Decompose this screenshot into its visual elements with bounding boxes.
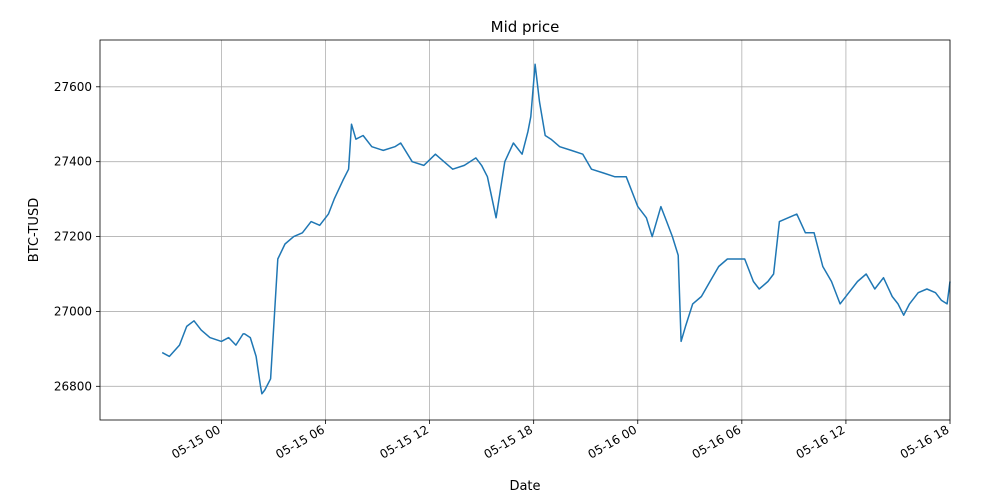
y-tick-label: 27000 [54,304,92,318]
y-tick-label: 27400 [54,155,92,169]
y-tick-label: 27200 [54,230,92,244]
x-tick-label: 05-16 12 [794,422,848,461]
x-axis: 05-15 00 05-15 06 05-15 12 05-15 18 05-16 00… [169,420,952,462]
x-axis-label: Date [509,479,540,494]
x-tick-label: 05-15 00 [169,422,223,461]
x-tick-label: 05-15 18 [481,422,535,461]
x-tick-label: 05-16 18 [898,422,952,461]
grid [100,40,951,420]
chart-title: Mid price [491,18,560,36]
x-tick-label: 05-15 06 [273,422,327,461]
x-tick-label: 05-16 00 [586,422,640,461]
x-tick-label: 05-16 06 [690,422,744,461]
x-tick-label: 05-15 12 [377,422,431,461]
series-line-btc-tusd [161,63,951,395]
y-tick-label: 27600 [54,80,92,94]
y-axis-label: BTC-TUSD [27,198,42,262]
plot-area-frame [99,39,951,421]
y-tick-label: 26800 [54,379,92,393]
y-axis: 26800 27000 27200 27400 27600 [54,80,100,393]
